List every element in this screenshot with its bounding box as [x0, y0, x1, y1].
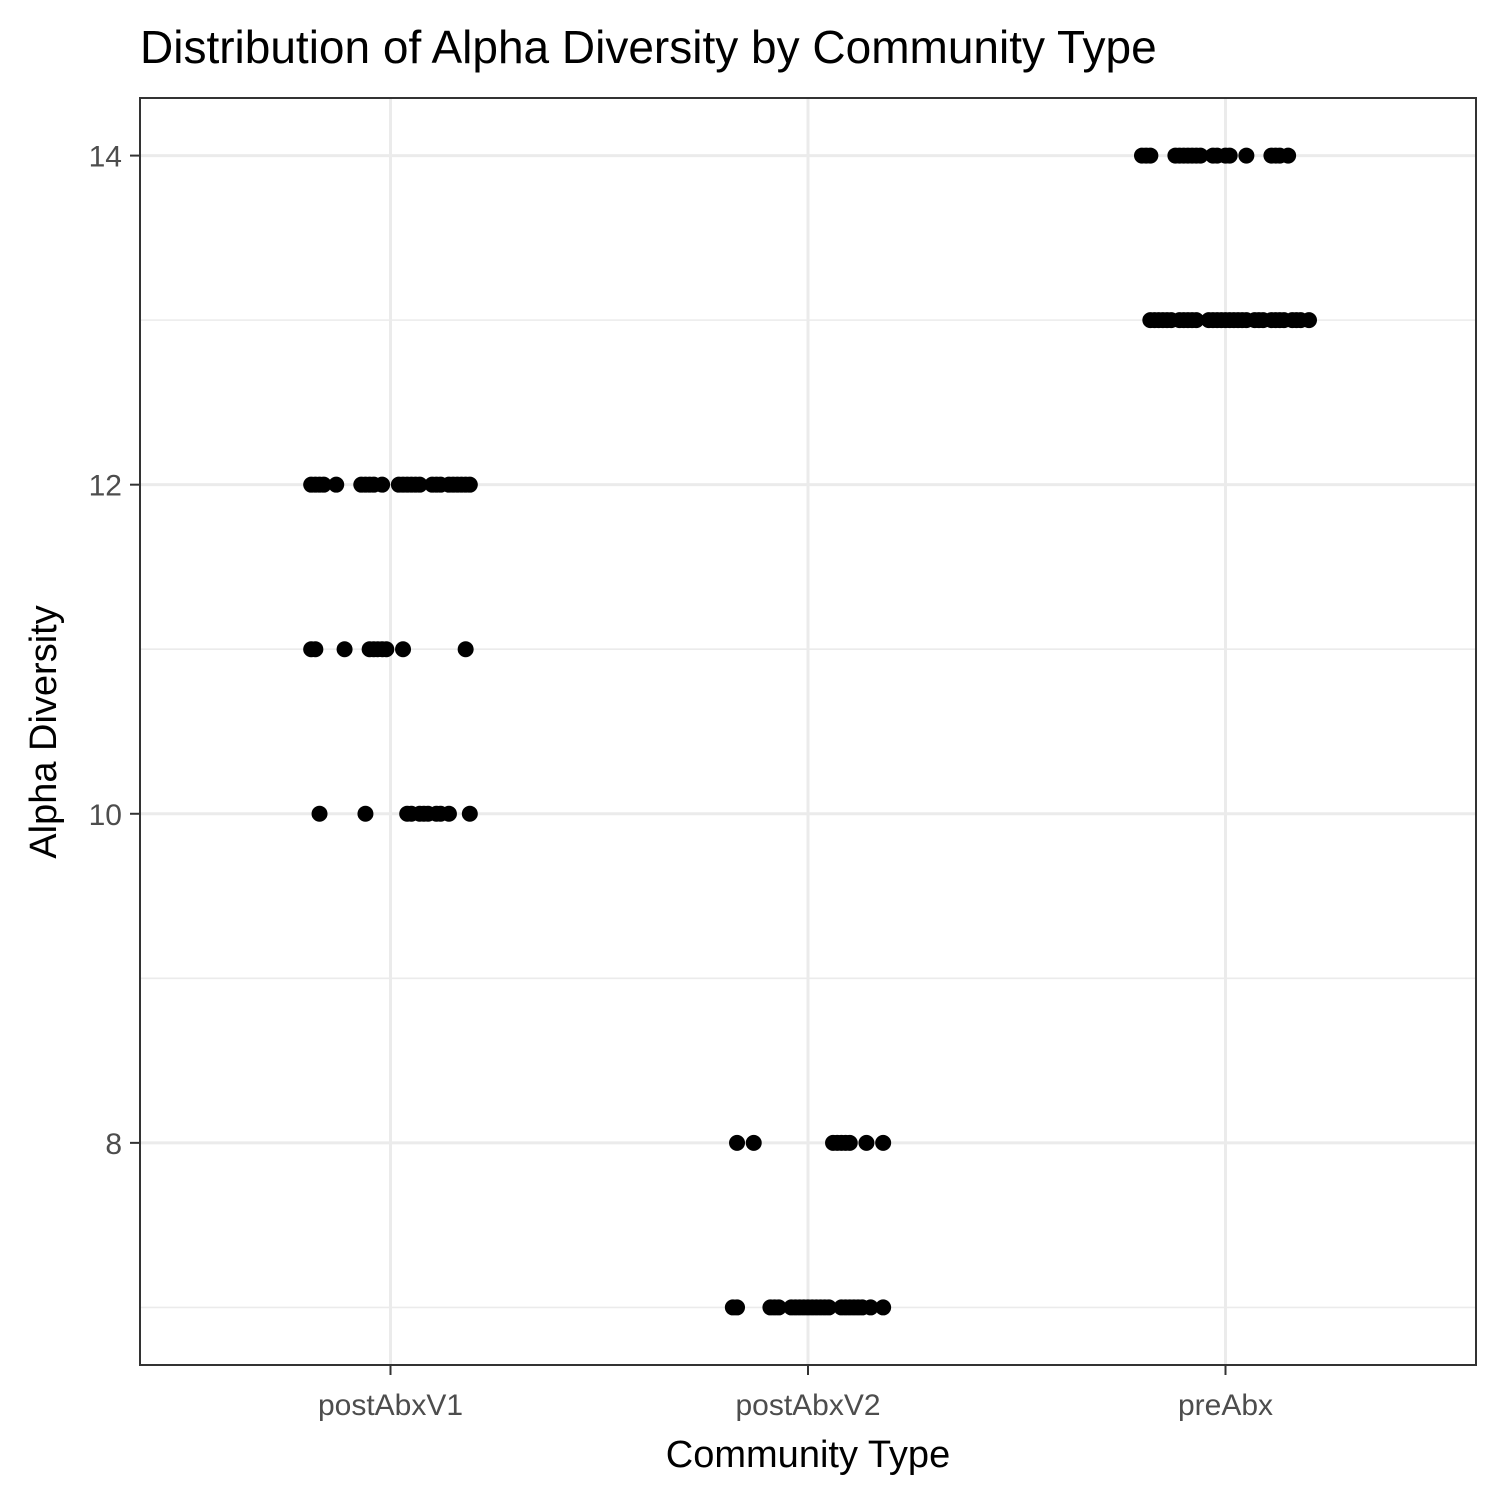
data-point	[1142, 147, 1159, 164]
axes: 8 10 12 14 postAbxV1 postAbxV2 preAbx	[89, 141, 1273, 1422]
data-point	[745, 1134, 762, 1151]
data-point	[875, 1134, 892, 1151]
y-tick-label: 12	[89, 470, 122, 503]
chart-title: Distribution of Alpha Diversity by Commu…	[140, 21, 1157, 73]
x-tick-label: postAbxV2	[735, 1389, 880, 1422]
data-point	[315, 476, 332, 493]
data-point	[457, 641, 474, 658]
data-point	[440, 805, 457, 822]
y-tick-label: 10	[89, 799, 122, 832]
y-axis-title: Alpha Diversity	[23, 605, 65, 858]
data-point	[1280, 147, 1297, 164]
y-tick-label: 14	[89, 141, 122, 174]
data-point	[1188, 312, 1205, 329]
data-point	[461, 805, 478, 822]
data-point	[411, 476, 428, 493]
data-point	[311, 805, 328, 822]
data-point	[328, 476, 345, 493]
data-point	[841, 1134, 858, 1151]
data-point	[378, 641, 395, 658]
data-point	[357, 805, 374, 822]
data-point	[1221, 147, 1238, 164]
data-point	[461, 476, 478, 493]
data-point	[875, 1299, 892, 1316]
data-point	[1192, 147, 1209, 164]
data-points	[303, 147, 1317, 1316]
data-point	[1238, 147, 1255, 164]
x-tick-label: preAbx	[1178, 1389, 1273, 1422]
data-point	[858, 1134, 875, 1151]
data-point	[729, 1134, 746, 1151]
y-tick-label: 8	[105, 1128, 122, 1161]
data-point	[1301, 312, 1317, 329]
data-point	[395, 641, 412, 658]
data-point	[770, 1299, 787, 1316]
data-point	[820, 1299, 837, 1316]
x-axis-title: Community Type	[666, 1434, 950, 1476]
data-point	[862, 1299, 879, 1316]
data-point	[336, 641, 353, 658]
data-point	[307, 641, 324, 658]
data-point	[374, 476, 391, 493]
data-point	[729, 1299, 746, 1316]
x-tick-label: postAbxV1	[318, 1389, 463, 1422]
grid-lines	[140, 98, 1476, 1365]
